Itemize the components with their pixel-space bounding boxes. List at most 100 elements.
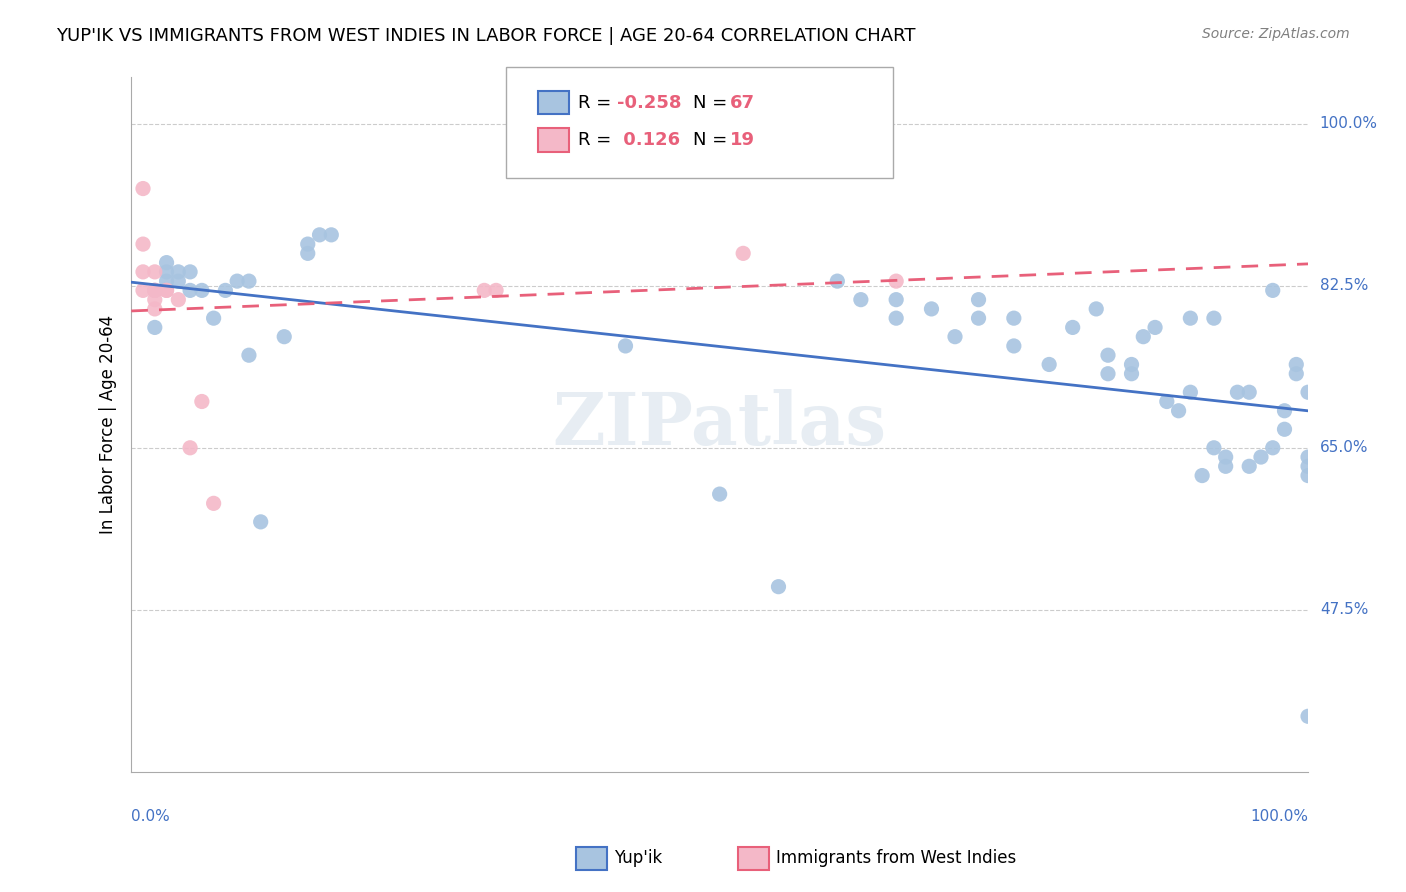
Point — [1121, 358, 1143, 372]
Point — [884, 311, 907, 326]
Point — [1274, 403, 1296, 417]
Point — [238, 348, 260, 362]
Text: N =: N = — [693, 131, 733, 149]
Point — [1250, 450, 1272, 464]
Point — [143, 265, 166, 279]
Text: 19: 19 — [730, 131, 755, 149]
Point — [1296, 385, 1319, 400]
Point — [238, 274, 260, 288]
Point — [1261, 441, 1284, 455]
Point — [849, 293, 872, 307]
Text: Source: ZipAtlas.com: Source: ZipAtlas.com — [1202, 27, 1350, 41]
Point — [472, 284, 495, 298]
Point — [273, 329, 295, 343]
Text: Immigrants from West Indies: Immigrants from West Indies — [776, 849, 1017, 867]
Text: N =: N = — [693, 94, 733, 112]
Point — [827, 274, 849, 288]
Point — [1215, 459, 1237, 474]
Point — [132, 181, 155, 195]
Point — [132, 237, 155, 252]
Point — [1180, 311, 1202, 326]
Point — [733, 246, 755, 260]
Point — [1296, 468, 1319, 483]
Point — [1296, 459, 1319, 474]
Point — [1180, 385, 1202, 400]
Point — [1202, 311, 1225, 326]
Point — [884, 274, 907, 288]
Point — [1062, 320, 1084, 334]
Point — [155, 274, 177, 288]
Point — [143, 293, 166, 307]
Y-axis label: In Labor Force | Age 20-64: In Labor Force | Age 20-64 — [100, 315, 117, 534]
Text: 67: 67 — [730, 94, 755, 112]
Point — [167, 293, 190, 307]
Point — [155, 265, 177, 279]
Text: 82.5%: 82.5% — [1320, 278, 1368, 293]
Point — [1002, 311, 1025, 326]
Text: 100.0%: 100.0% — [1320, 116, 1378, 131]
Point — [1261, 284, 1284, 298]
Point — [297, 237, 319, 252]
Point — [1215, 450, 1237, 464]
Point — [485, 284, 508, 298]
Point — [202, 496, 225, 510]
Point — [1085, 301, 1108, 316]
Text: 65.0%: 65.0% — [1320, 441, 1368, 455]
Point — [202, 311, 225, 326]
Point — [321, 227, 343, 242]
Point — [167, 274, 190, 288]
Point — [920, 301, 942, 316]
Text: 0.126: 0.126 — [617, 131, 681, 149]
Point — [1285, 367, 1308, 381]
Point — [1285, 358, 1308, 372]
Point — [308, 227, 330, 242]
Point — [191, 284, 214, 298]
Text: 0.0%: 0.0% — [131, 809, 170, 824]
Point — [1202, 441, 1225, 455]
Text: YUP'IK VS IMMIGRANTS FROM WEST INDIES IN LABOR FORCE | AGE 20-64 CORRELATION CHA: YUP'IK VS IMMIGRANTS FROM WEST INDIES IN… — [56, 27, 915, 45]
Point — [1121, 367, 1143, 381]
Point — [132, 265, 155, 279]
Text: R =: R = — [578, 94, 617, 112]
Point — [709, 487, 731, 501]
Point — [967, 311, 990, 326]
Point — [214, 284, 236, 298]
Point — [143, 320, 166, 334]
Point — [1274, 422, 1296, 436]
Point — [1191, 468, 1213, 483]
Point — [155, 255, 177, 269]
Point — [143, 284, 166, 298]
Point — [155, 284, 177, 298]
Point — [1156, 394, 1178, 409]
Point — [179, 284, 201, 298]
Point — [143, 284, 166, 298]
Point — [1226, 385, 1249, 400]
Point — [768, 580, 790, 594]
Point — [1002, 339, 1025, 353]
Point — [614, 339, 637, 353]
Point — [167, 265, 190, 279]
Point — [226, 274, 249, 288]
Point — [297, 246, 319, 260]
Text: Yup'ik: Yup'ik — [614, 849, 662, 867]
Point — [1296, 709, 1319, 723]
Point — [967, 293, 990, 307]
Point — [191, 394, 214, 409]
Point — [1144, 320, 1167, 334]
Text: ZIPatlas: ZIPatlas — [553, 389, 887, 460]
Point — [1038, 358, 1060, 372]
Point — [249, 515, 271, 529]
Point — [143, 301, 166, 316]
Text: R =: R = — [578, 131, 617, 149]
Point — [179, 265, 201, 279]
Point — [1237, 385, 1260, 400]
Point — [155, 284, 177, 298]
Point — [1097, 348, 1119, 362]
Point — [943, 329, 966, 343]
Point — [143, 284, 166, 298]
Point — [179, 441, 201, 455]
Point — [1097, 367, 1119, 381]
Point — [884, 293, 907, 307]
Text: 100.0%: 100.0% — [1250, 809, 1308, 824]
Text: 47.5%: 47.5% — [1320, 602, 1368, 617]
